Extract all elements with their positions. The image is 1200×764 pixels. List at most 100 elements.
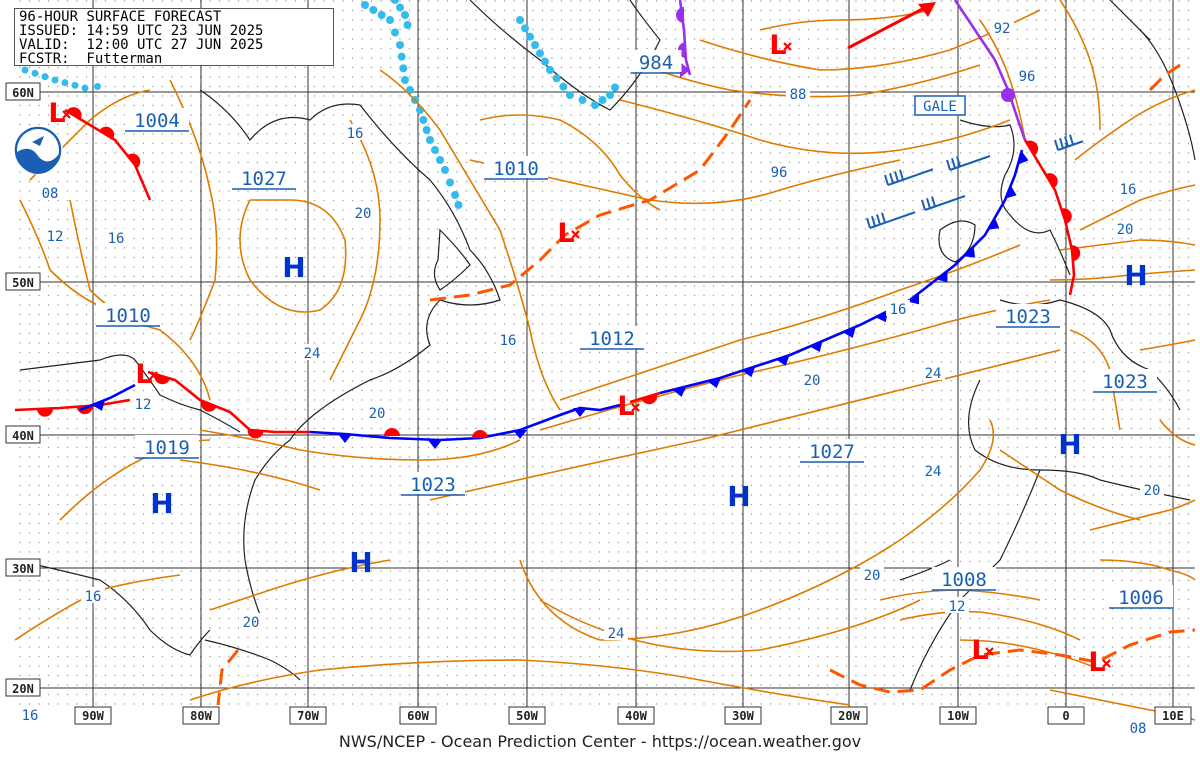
- warm-front-bump: [99, 126, 115, 139]
- lat-label: 50N: [12, 276, 34, 290]
- central-pressure-label: 1019: [144, 437, 190, 459]
- isobar-value-label: 16: [347, 126, 364, 142]
- noaa-logo: [13, 125, 63, 175]
- stationary-front-line: [309, 403, 621, 442]
- cold-front-barb: [707, 377, 722, 389]
- isobar-value-label: 08: [42, 186, 59, 202]
- low-pressure-center: L: [48, 98, 65, 129]
- ice-edge: [21, 0, 619, 209]
- motion-arrowhead: [918, 2, 936, 17]
- central-pressure-label: 1012: [589, 328, 635, 350]
- warm-front-bump: [154, 373, 171, 385]
- trough-line: [216, 649, 240, 706]
- cold-front-barb: [809, 341, 823, 353]
- cold-front-barb: [963, 246, 976, 258]
- lon-label: 60W: [407, 709, 429, 723]
- central-pressure-label: 1023: [410, 474, 456, 496]
- isobar-value-label: 20: [864, 568, 881, 584]
- cold-front-barb: [1017, 151, 1029, 165]
- wind-barb: [1057, 140, 1084, 151]
- low-center-mark: [783, 42, 792, 51]
- isobar-value-label: 20: [243, 615, 260, 631]
- central-pressure-label: 1027: [241, 168, 287, 190]
- isobar-value-label: 12: [135, 397, 152, 413]
- lat-label: 60N: [12, 86, 34, 100]
- low-pressure-center: L: [1088, 647, 1105, 678]
- forecast-header: 96-HOUR SURFACE FORECAST ISSUED: 14:59 U…: [14, 8, 334, 66]
- pressure-labels: 1004 1027 1010 984 1010 1012 1019 1023 1027 1023 1…: [96, 50, 1173, 609]
- warm-front-bump: [66, 107, 82, 120]
- isobar-value-label: 16: [500, 333, 517, 349]
- wind-barbs: [866, 134, 1084, 229]
- cold-front-barb: [573, 408, 587, 417]
- high-pressure-center: H: [1124, 259, 1147, 292]
- central-pressure-label: 1023: [1005, 306, 1051, 328]
- lon-label: 10E: [1162, 709, 1184, 723]
- isobar-value-label: 12: [47, 229, 64, 245]
- central-pressure-label: 1004: [134, 110, 180, 132]
- low-pressure-center: L: [557, 218, 574, 249]
- lon-label: 0: [1062, 709, 1069, 723]
- lon-label: 70W: [297, 709, 319, 723]
- high-pressure-center: H: [150, 487, 173, 520]
- cold-front-barb: [875, 310, 889, 323]
- cold-front-barb: [776, 355, 790, 366]
- isobar-value-label: 24: [304, 346, 321, 362]
- wind-barb: [869, 211, 916, 229]
- isobar-value-label: 08: [1130, 721, 1147, 737]
- lon-label: 10W: [947, 709, 969, 723]
- isobar-value-label: 20: [804, 373, 821, 389]
- warm-front-line: [1023, 139, 1076, 296]
- warm-front-line: [14, 398, 131, 412]
- cold-front-barb: [936, 270, 948, 283]
- isobar-value-label: 12: [949, 599, 966, 615]
- trough-line: [429, 99, 752, 302]
- axis-labels: 60N 50N 40N 30N 20N 90W 80W 70W 60W 50W 40W 30W 20W 1…: [5, 82, 1192, 725]
- high-pressure-center: H: [727, 480, 750, 513]
- header-issued: ISSUED: 14:59 UTC 23 JUN 2025: [19, 23, 264, 39]
- wind-barb: [924, 195, 966, 211]
- occluded-front-line: [953, 0, 1027, 141]
- cold-front-barb: [1005, 185, 1017, 199]
- cold-front-barb: [672, 386, 687, 397]
- lon-label: 30W: [732, 709, 754, 723]
- cold-front-barb: [513, 430, 527, 439]
- high-pressure-center: H: [1058, 428, 1081, 461]
- lat-label: 30N: [12, 562, 34, 576]
- warm-front-line: [147, 370, 310, 434]
- header-valid: VALID: 12:00 UTC 27 JUN 2025: [19, 37, 264, 53]
- warm-front-bump: [1071, 245, 1081, 262]
- cold-front-barb: [338, 434, 352, 443]
- warm-front-line: [64, 108, 152, 201]
- low-center-mark: [149, 371, 158, 380]
- lon-label: 50W: [516, 709, 538, 723]
- isobar-value-label: 16: [22, 708, 39, 724]
- motion-arrow: [847, 3, 931, 50]
- isobar-value-label: 20: [369, 406, 386, 422]
- central-pressure-label: 1008: [941, 569, 987, 591]
- isobar-value-label: 24: [608, 626, 625, 642]
- high-pressure-center: H: [282, 251, 305, 284]
- lon-label: 40W: [625, 709, 647, 723]
- central-pressure-label: 984: [639, 52, 673, 74]
- central-pressure-label: 1006: [1118, 587, 1164, 609]
- isobar-value-label: 16: [108, 231, 125, 247]
- warm-front-bump: [1061, 208, 1072, 224]
- isobar-value-label: 16: [890, 302, 907, 318]
- isobar-value-label: 24: [925, 366, 942, 382]
- header-title: 96-HOUR SURFACE FORECAST: [19, 9, 222, 25]
- isobar-value-label: 96: [771, 165, 788, 181]
- warm-front-bump: [1045, 173, 1058, 189]
- trough-line: [1148, 63, 1181, 92]
- gale-box: GALE: [914, 95, 966, 116]
- warm-front-bump: [36, 408, 53, 417]
- header-forecaster: FCSTR: Futterman: [19, 51, 163, 67]
- low-center-mark: [985, 647, 994, 656]
- lon-label: 90W: [82, 709, 104, 723]
- central-pressure-label: 1010: [493, 158, 539, 180]
- cold-front-barb: [987, 217, 1000, 230]
- lon-label: 80W: [190, 709, 212, 723]
- isobar-value-label: 88: [790, 87, 807, 103]
- occluded-front-bump: [676, 7, 684, 23]
